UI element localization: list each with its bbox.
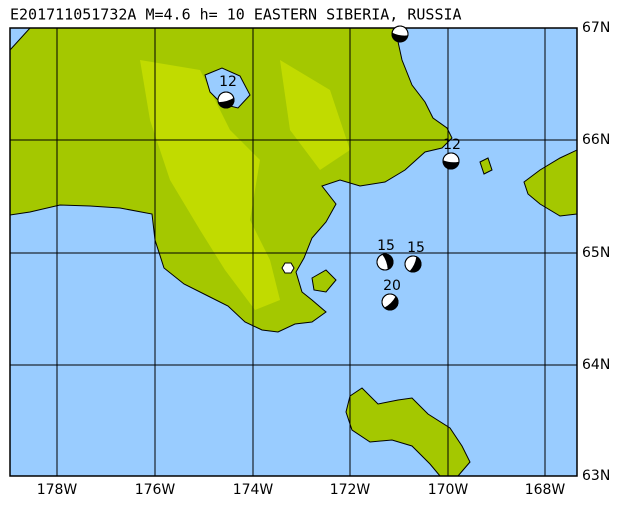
beachball-rim <box>376 253 394 271</box>
depth-label: 12 <box>219 74 237 90</box>
highland <box>140 60 350 310</box>
beachball-quadrant <box>392 32 408 42</box>
beachball-quadrant <box>443 160 459 169</box>
land <box>10 28 577 476</box>
lat-label: 66N <box>582 132 610 148</box>
lon-label: 176W <box>135 482 176 498</box>
beachball-rim <box>381 293 399 311</box>
lon-label: 170W <box>428 482 469 498</box>
beachball-quadrant <box>409 256 421 272</box>
depth-label: 20 <box>383 278 401 294</box>
beachball-rim <box>442 152 460 170</box>
lon-label: 168W <box>525 482 566 498</box>
lat-label: 65N <box>582 245 610 261</box>
lon-label: 172W <box>330 482 371 498</box>
frame <box>9 27 578 477</box>
island <box>479 157 493 175</box>
lon-label: 174W <box>233 482 274 498</box>
beachball-rim <box>404 255 422 273</box>
beachball-rim <box>217 91 235 109</box>
lagoon <box>204 67 251 109</box>
lat-label: 63N <box>582 468 610 484</box>
focal-mechanism <box>404 255 422 273</box>
lat-label: 67N <box>582 20 610 36</box>
focal-mechanism <box>217 91 235 109</box>
depth-label: 15 <box>407 240 425 256</box>
epicenter-marker <box>281 262 295 274</box>
focal-mechanism <box>376 253 394 271</box>
island <box>311 269 337 293</box>
depth-label: 15 <box>377 238 395 254</box>
lat-label: 64N <box>582 357 610 373</box>
alaska <box>523 149 577 217</box>
st-lawrence-island <box>345 387 471 476</box>
lon-label: 178W <box>37 482 78 498</box>
focal-mechanism <box>391 25 409 43</box>
beachball-quadrant <box>382 254 393 270</box>
depth-label: 12 <box>443 137 461 153</box>
title: E201711051732A M=4.6 h= 10 EASTERN SIBER… <box>10 6 462 24</box>
beachball-quadrant <box>218 97 234 108</box>
beachball-rim <box>391 25 409 43</box>
focal-mechanism <box>442 152 460 170</box>
focal-mechanism <box>381 293 399 311</box>
